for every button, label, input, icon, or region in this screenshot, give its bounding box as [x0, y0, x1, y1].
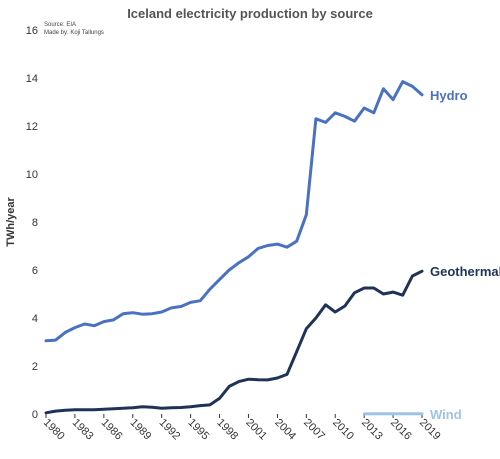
- x-tick-label: 2001: [243, 417, 269, 443]
- y-tick-label: 14: [26, 73, 38, 85]
- y-tick-label: 4: [32, 313, 38, 325]
- x-tick-label: 2007: [301, 417, 327, 443]
- x-tick-label: 1980: [41, 417, 67, 443]
- y-tick-label: 0: [32, 409, 38, 421]
- series-layer: [44, 80, 424, 416]
- y-tick-label: 6: [32, 265, 38, 277]
- series-label-hydro: Hydro: [430, 88, 468, 103]
- author-note: Made by: Koji Tallungs: [44, 30, 104, 36]
- series-line-geothermal: [44, 269, 424, 415]
- y-axis-label: TWh/year: [5, 197, 17, 247]
- y-tick-label: 10: [26, 169, 38, 181]
- x-tick-label: 1989: [128, 417, 154, 443]
- series-line-hydro: [44, 80, 424, 343]
- x-tick-label: 2004: [272, 417, 298, 443]
- x-tick-label: 1983: [70, 417, 96, 443]
- x-tick-label: 2016: [388, 417, 414, 443]
- y-tick-label: 8: [32, 217, 38, 229]
- chart-title: Iceland electricity production by source: [127, 6, 373, 21]
- y-tick-label: 2: [32, 361, 38, 373]
- series-label-layer: Hydro Geothermal Wind: [430, 88, 500, 422]
- x-tick-label: 2013: [359, 417, 385, 443]
- y-axis-ticks: 0 2 4 6 8 10 12 14 16: [26, 25, 38, 421]
- x-tick-label: 1986: [99, 417, 125, 443]
- x-tick-label: 1995: [185, 417, 211, 443]
- source-note: Source: EIA: [44, 22, 76, 28]
- x-axis-ticks: 1980 1983 1986 1989 1992 1995 1998 2001 2004 2007…: [41, 414, 443, 442]
- x-tick-label: 1998: [214, 417, 240, 443]
- x-tick-label: 2010: [330, 417, 356, 443]
- y-tick-label: 12: [26, 121, 38, 133]
- series-label-wind: Wind: [430, 407, 462, 422]
- x-tick-label: 1992: [157, 417, 183, 443]
- y-tick-label: 16: [26, 25, 38, 37]
- series-label-geothermal: Geothermal: [430, 264, 500, 279]
